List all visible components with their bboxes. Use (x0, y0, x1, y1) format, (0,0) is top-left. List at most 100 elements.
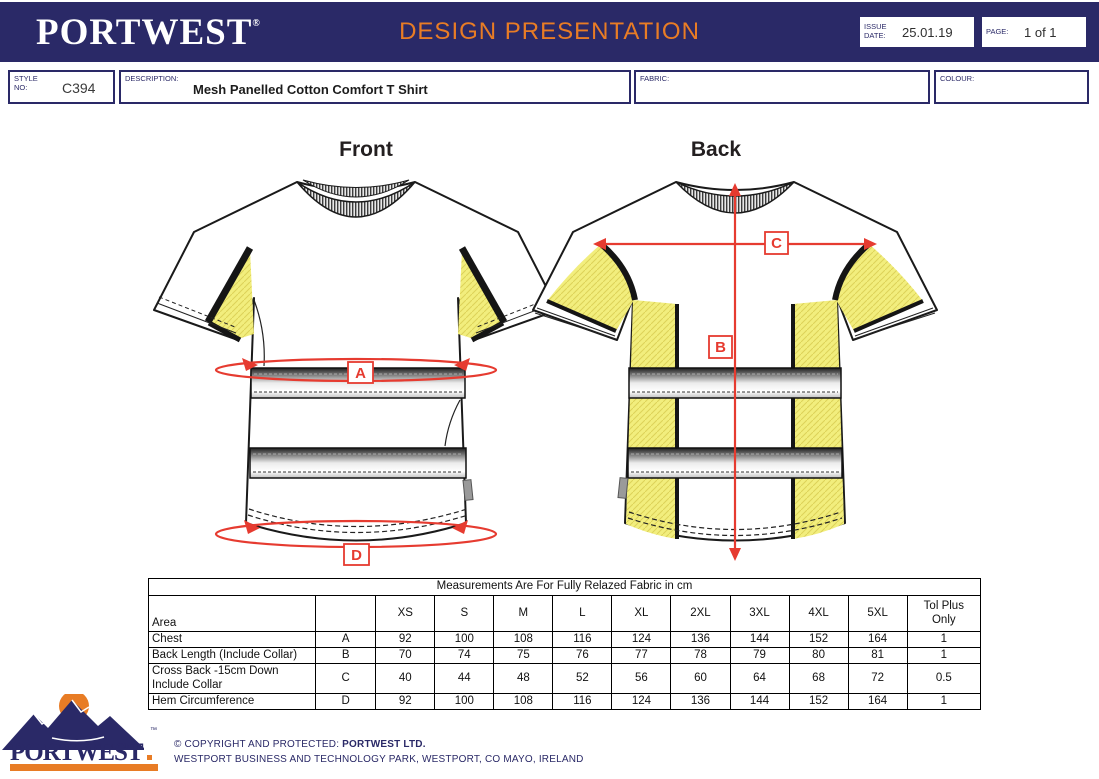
copyright-line: © COPYRIGHT AND PROTECTED: PORTWEST LTD. (174, 737, 584, 752)
cell-value: 44 (434, 663, 495, 694)
cell-value: 116 (552, 693, 613, 710)
front-shirt-drawing: A D (153, 179, 559, 566)
cell-value: D (315, 693, 377, 710)
cell-value: 68 (788, 663, 849, 694)
description-label: DESCRIPTION: (125, 74, 179, 83)
copyright-prefix: © COPYRIGHT AND PROTECTED: (174, 739, 343, 750)
logo-mountain-ridges (33, 699, 105, 742)
cell-value: 81 (847, 647, 908, 664)
cell-value: 77 (611, 647, 672, 664)
cell-value: 144 (729, 631, 790, 648)
cell-value: B (315, 647, 377, 664)
cell-value: 136 (670, 631, 731, 648)
table-title: Measurements Are For Fully Relazed Fabri… (148, 578, 981, 596)
logo-underline-bar (10, 764, 158, 771)
col-header: 3XL (729, 595, 790, 632)
registered-mark: ® (252, 18, 260, 29)
cell-value: C (315, 663, 377, 694)
cell-value: 60 (670, 663, 731, 694)
document-title: DESIGN PRESENTATION (399, 18, 700, 45)
col-header: 2XL (670, 595, 731, 632)
issue-date-box: ISSUE DATE: 25.01.19 (860, 17, 974, 47)
cell-area: Chest (147, 631, 317, 648)
cell-value: 70 (375, 647, 436, 664)
cell-value: 124 (611, 631, 672, 648)
table-row: Back Length (Include Collar) B 70 74 75 76 77 7… (147, 647, 982, 664)
issue-date-label: ISSUE DATE: (864, 22, 887, 40)
cell-value: 144 (729, 693, 790, 710)
front-trim-stripes (204, 246, 508, 343)
measure-b-label: B (715, 339, 726, 356)
header-band: PORTWEST® DESIGN PRESENTATION ISSUE DATE… (0, 2, 1099, 62)
col-header: 4XL (788, 595, 849, 632)
cell-value: 80 (788, 647, 849, 664)
cell-value: 92 (375, 631, 436, 648)
table-row: Cross Back -15cm Down Include Collar C 40 4… (147, 663, 982, 694)
cell-value: 1 (906, 647, 982, 664)
table-row: Chest A 92 100 108 116 124 136 144 152 164 1 (147, 631, 982, 648)
fabric-label: FABRIC: (640, 74, 670, 83)
cell-value: 0.5 (906, 663, 982, 694)
brand-logotype: PORTWEST® (36, 11, 260, 54)
address-line: WESTPORT BUSINESS AND TECHNOLOGY PARK, W… (174, 754, 584, 765)
cell-value: 116 (552, 631, 613, 648)
measure-a-label: A (355, 365, 366, 382)
col-header: XL (611, 595, 672, 632)
measure-c-label: C (771, 235, 782, 252)
col-header: XS (375, 595, 436, 632)
style-no-value: C394 (62, 80, 96, 96)
table-row: Hem Circumference D 92 100 108 116 124 136 144 15… (147, 693, 982, 710)
cell-value: 78 (670, 647, 731, 664)
cell-value: 72 (847, 663, 908, 694)
cell-value: 92 (375, 693, 436, 710)
page-label: PAGE: (986, 26, 1009, 36)
cell-value: 1 (906, 631, 982, 648)
page-box: PAGE: 1 of 1 (982, 17, 1086, 47)
cell-value: 108 (493, 693, 554, 710)
portwest-footer-logo: PORTWEST ™ (2, 694, 158, 771)
logo-tm-mark: ™ (150, 727, 157, 734)
front-view-title: Front (339, 138, 393, 161)
cell-value: 56 (611, 663, 672, 694)
measure-d-label: D (351, 547, 362, 564)
cell-value: 164 (847, 631, 908, 648)
cell-value: 136 (670, 693, 731, 710)
cell-value: 1 (906, 693, 982, 710)
cell-value: A (315, 631, 377, 648)
col-header: M (493, 595, 554, 632)
cell-value: 75 (493, 647, 554, 664)
back-shirt-drawing: C B (532, 181, 938, 561)
front-collar (296, 179, 416, 218)
cell-value: 74 (434, 647, 495, 664)
cell-value: 164 (847, 693, 908, 710)
logo-period (147, 755, 152, 760)
cell-value: 152 (788, 693, 849, 710)
measurements-table: Measurements Are For Fully Relazed Fabri… (147, 578, 982, 710)
issue-date-value: 25.01.19 (902, 24, 953, 40)
back-side-tab (617, 477, 629, 499)
front-hiviz-panels (210, 250, 502, 339)
cell-area: Back Length (Include Collar) (147, 647, 317, 664)
cell-value: 100 (434, 693, 495, 710)
front-side-tab (462, 479, 474, 501)
col-header-area: Area (147, 595, 317, 632)
measure-a: A (214, 357, 498, 384)
table-body: Chest A 92 100 108 116 124 136 144 152 164 1 Back Le… (147, 631, 982, 710)
cell-value: 48 (493, 663, 554, 694)
table-header-row: Area XS S M L XL 2XL 3XL 4XL 5XL Tol Plus Only (147, 595, 982, 632)
measure-d: D (214, 519, 498, 566)
copyright-company: PORTWEST LTD. (342, 739, 426, 750)
footer-copyright: © COPYRIGHT AND PROTECTED: PORTWEST LTD.… (174, 737, 584, 767)
logo-mountains (2, 700, 144, 750)
colour-box: COLOUR: (934, 70, 1089, 104)
col-header (315, 595, 377, 632)
col-header: Tol Plus Only (906, 595, 982, 632)
cell-value: 108 (493, 631, 554, 648)
style-no-label: STYLE NO: (14, 74, 38, 92)
colour-label: COLOUR: (940, 74, 975, 83)
brand-text: PORTWEST (36, 12, 253, 53)
logo-wordmark: PORTWEST (10, 739, 144, 766)
cell-value: 100 (434, 631, 495, 648)
back-view-title: Back (690, 138, 742, 161)
cell-value: 79 (729, 647, 790, 664)
